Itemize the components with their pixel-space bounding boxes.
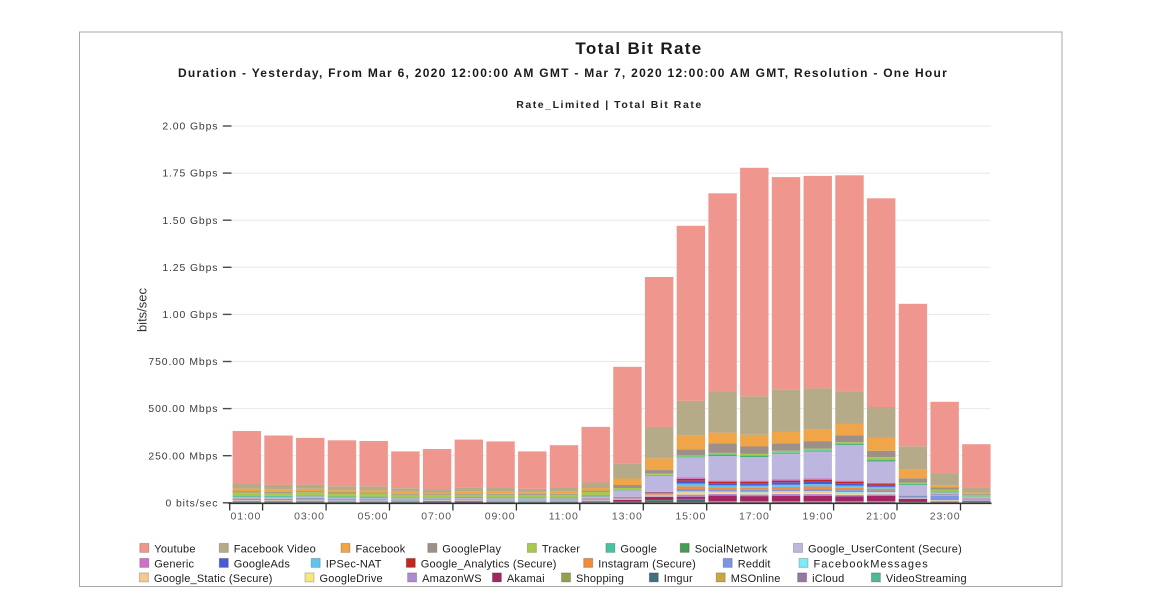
svg-text:19:00: 19:00 bbox=[803, 510, 834, 522]
svg-text:VideoStreaming: VideoStreaming bbox=[886, 573, 967, 585]
svg-text:750.00 Mbps: 750.00 Mbps bbox=[148, 357, 218, 368]
svg-text:AmazonWS: AmazonWS bbox=[422, 573, 482, 585]
svg-text:15:00: 15:00 bbox=[675, 510, 706, 522]
svg-text:Akamai: Akamai bbox=[507, 573, 545, 585]
svg-text:MSOnline: MSOnline bbox=[731, 573, 781, 585]
svg-text:11:00: 11:00 bbox=[549, 510, 579, 522]
svg-text:21:00: 21:00 bbox=[866, 510, 897, 522]
svg-text:17:00: 17:00 bbox=[739, 510, 770, 522]
svg-text:23:00: 23:00 bbox=[930, 510, 961, 522]
svg-text:bits/sec: bits/sec bbox=[135, 287, 150, 332]
svg-text:250.00 Mbps: 250.00 Mbps bbox=[148, 451, 218, 462]
svg-text:Reddit: Reddit bbox=[738, 558, 771, 570]
svg-text:1.00 Gbps: 1.00 Gbps bbox=[162, 310, 218, 321]
svg-text:1.25 Gbps: 1.25 Gbps bbox=[162, 263, 218, 274]
svg-text:Duration - Yesterday, From Mar: Duration - Yesterday, From Mar 6, 2020 1… bbox=[178, 66, 948, 80]
svg-text:IPSec-NAT: IPSec-NAT bbox=[326, 558, 382, 570]
svg-text:GooglePlay: GooglePlay bbox=[442, 543, 501, 555]
svg-text:Google: Google bbox=[620, 543, 657, 555]
svg-text:Generic: Generic bbox=[154, 558, 194, 570]
svg-text:Imgur: Imgur bbox=[664, 573, 693, 585]
svg-text:1.50 Gbps: 1.50 Gbps bbox=[162, 216, 218, 227]
svg-text:Google_Analytics (Secure): Google_Analytics (Secure) bbox=[421, 558, 557, 570]
svg-text:01:00: 01:00 bbox=[231, 510, 262, 522]
svg-text:09:00: 09:00 bbox=[485, 510, 516, 522]
svg-text:500.00 Mbps: 500.00 Mbps bbox=[148, 404, 218, 415]
svg-text:Total Bit Rate: Total Bit Rate bbox=[575, 39, 702, 58]
svg-text:Shopping: Shopping bbox=[576, 573, 624, 585]
svg-text:05:00: 05:00 bbox=[358, 510, 389, 522]
svg-text:Tracker: Tracker bbox=[542, 543, 580, 555]
svg-text:Google_UserContent (Secure): Google_UserContent (Secure) bbox=[808, 543, 962, 555]
svg-text:FacebookMessages: FacebookMessages bbox=[814, 558, 929, 570]
svg-text:03:00: 03:00 bbox=[294, 510, 325, 522]
svg-text:13:00: 13:00 bbox=[612, 510, 643, 522]
svg-text:0 bits/sec: 0 bits/sec bbox=[165, 498, 218, 509]
svg-text:SocialNetwork: SocialNetwork bbox=[695, 543, 768, 555]
svg-text:07:00: 07:00 bbox=[421, 510, 452, 522]
svg-text:iCloud: iCloud bbox=[812, 573, 844, 585]
svg-text:1.75 Gbps: 1.75 Gbps bbox=[162, 169, 218, 180]
svg-text:GoogleDrive: GoogleDrive bbox=[320, 573, 383, 585]
svg-text:Rate_Limited | Total Bit Rate: Rate_Limited | Total Bit Rate bbox=[516, 99, 703, 111]
svg-text:2.00 Gbps: 2.00 Gbps bbox=[162, 122, 218, 133]
svg-text:GoogleAds: GoogleAds bbox=[234, 558, 291, 570]
svg-text:Facebook Video: Facebook Video bbox=[234, 543, 316, 555]
svg-text:Google_Static (Secure): Google_Static (Secure) bbox=[154, 573, 273, 585]
svg-text:Instagram (Secure): Instagram (Secure) bbox=[598, 558, 696, 570]
svg-text:Facebook: Facebook bbox=[356, 543, 406, 555]
svg-text:Youtube: Youtube bbox=[154, 543, 195, 555]
